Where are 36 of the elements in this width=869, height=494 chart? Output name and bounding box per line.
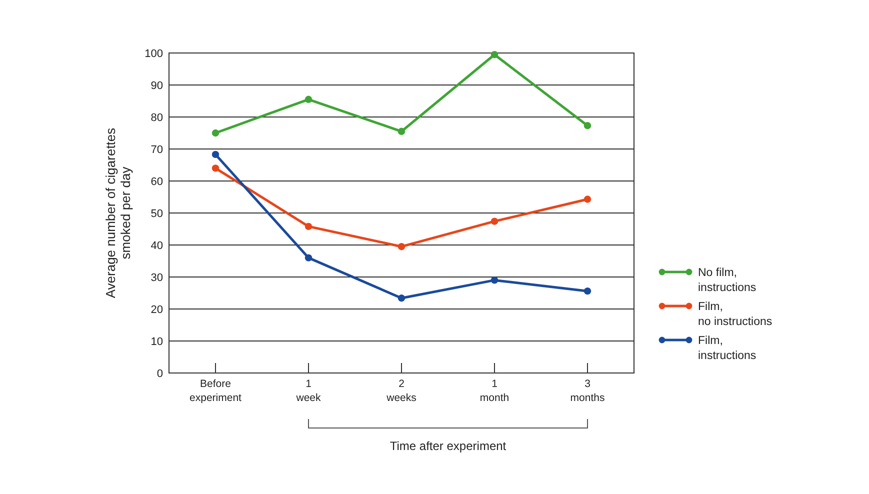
y-tick-label: 70: [150, 144, 163, 156]
y-tick-label: 10: [150, 336, 163, 348]
x-tick-label: 1 month: [480, 378, 510, 404]
legend-label: Film, instructions: [698, 335, 756, 362]
y-axis-title: Average number of cigarettes smoked per day: [103, 127, 133, 298]
x-tick-label: 3 months: [570, 378, 605, 404]
point: [398, 128, 406, 135]
point: [584, 196, 592, 203]
y-tick-label: 40: [150, 240, 163, 252]
point: [398, 294, 406, 302]
x-tick-label: 1 week: [295, 378, 322, 404]
legend-label: Film, no instructions: [698, 301, 772, 328]
y-tick-label: 80: [150, 112, 163, 124]
x-tick-label: 2 weeks: [386, 378, 416, 404]
point: [490, 51, 498, 58]
point: [490, 218, 498, 225]
point: [398, 243, 406, 250]
point: [584, 287, 592, 295]
point: [304, 222, 312, 230]
x-tick-label: Before experiment: [190, 378, 242, 404]
x-axis-title: Time after experiment: [390, 439, 507, 453]
y-tick-label: 20: [150, 304, 163, 316]
point: [490, 276, 498, 284]
legend-label: No film, instructions: [698, 267, 756, 294]
point: [212, 150, 220, 158]
y-tick-label: 50: [150, 208, 163, 220]
point: [212, 164, 220, 172]
point: [584, 122, 592, 130]
y-tick-label: 90: [150, 80, 163, 92]
point: [304, 254, 312, 262]
y-tick-label: 30: [150, 272, 163, 284]
point: [304, 96, 312, 103]
y-tick-label: 0: [156, 368, 163, 380]
point: [212, 129, 220, 137]
y-tick-label: 60: [150, 176, 163, 188]
y-tick-label: 100: [144, 48, 163, 60]
